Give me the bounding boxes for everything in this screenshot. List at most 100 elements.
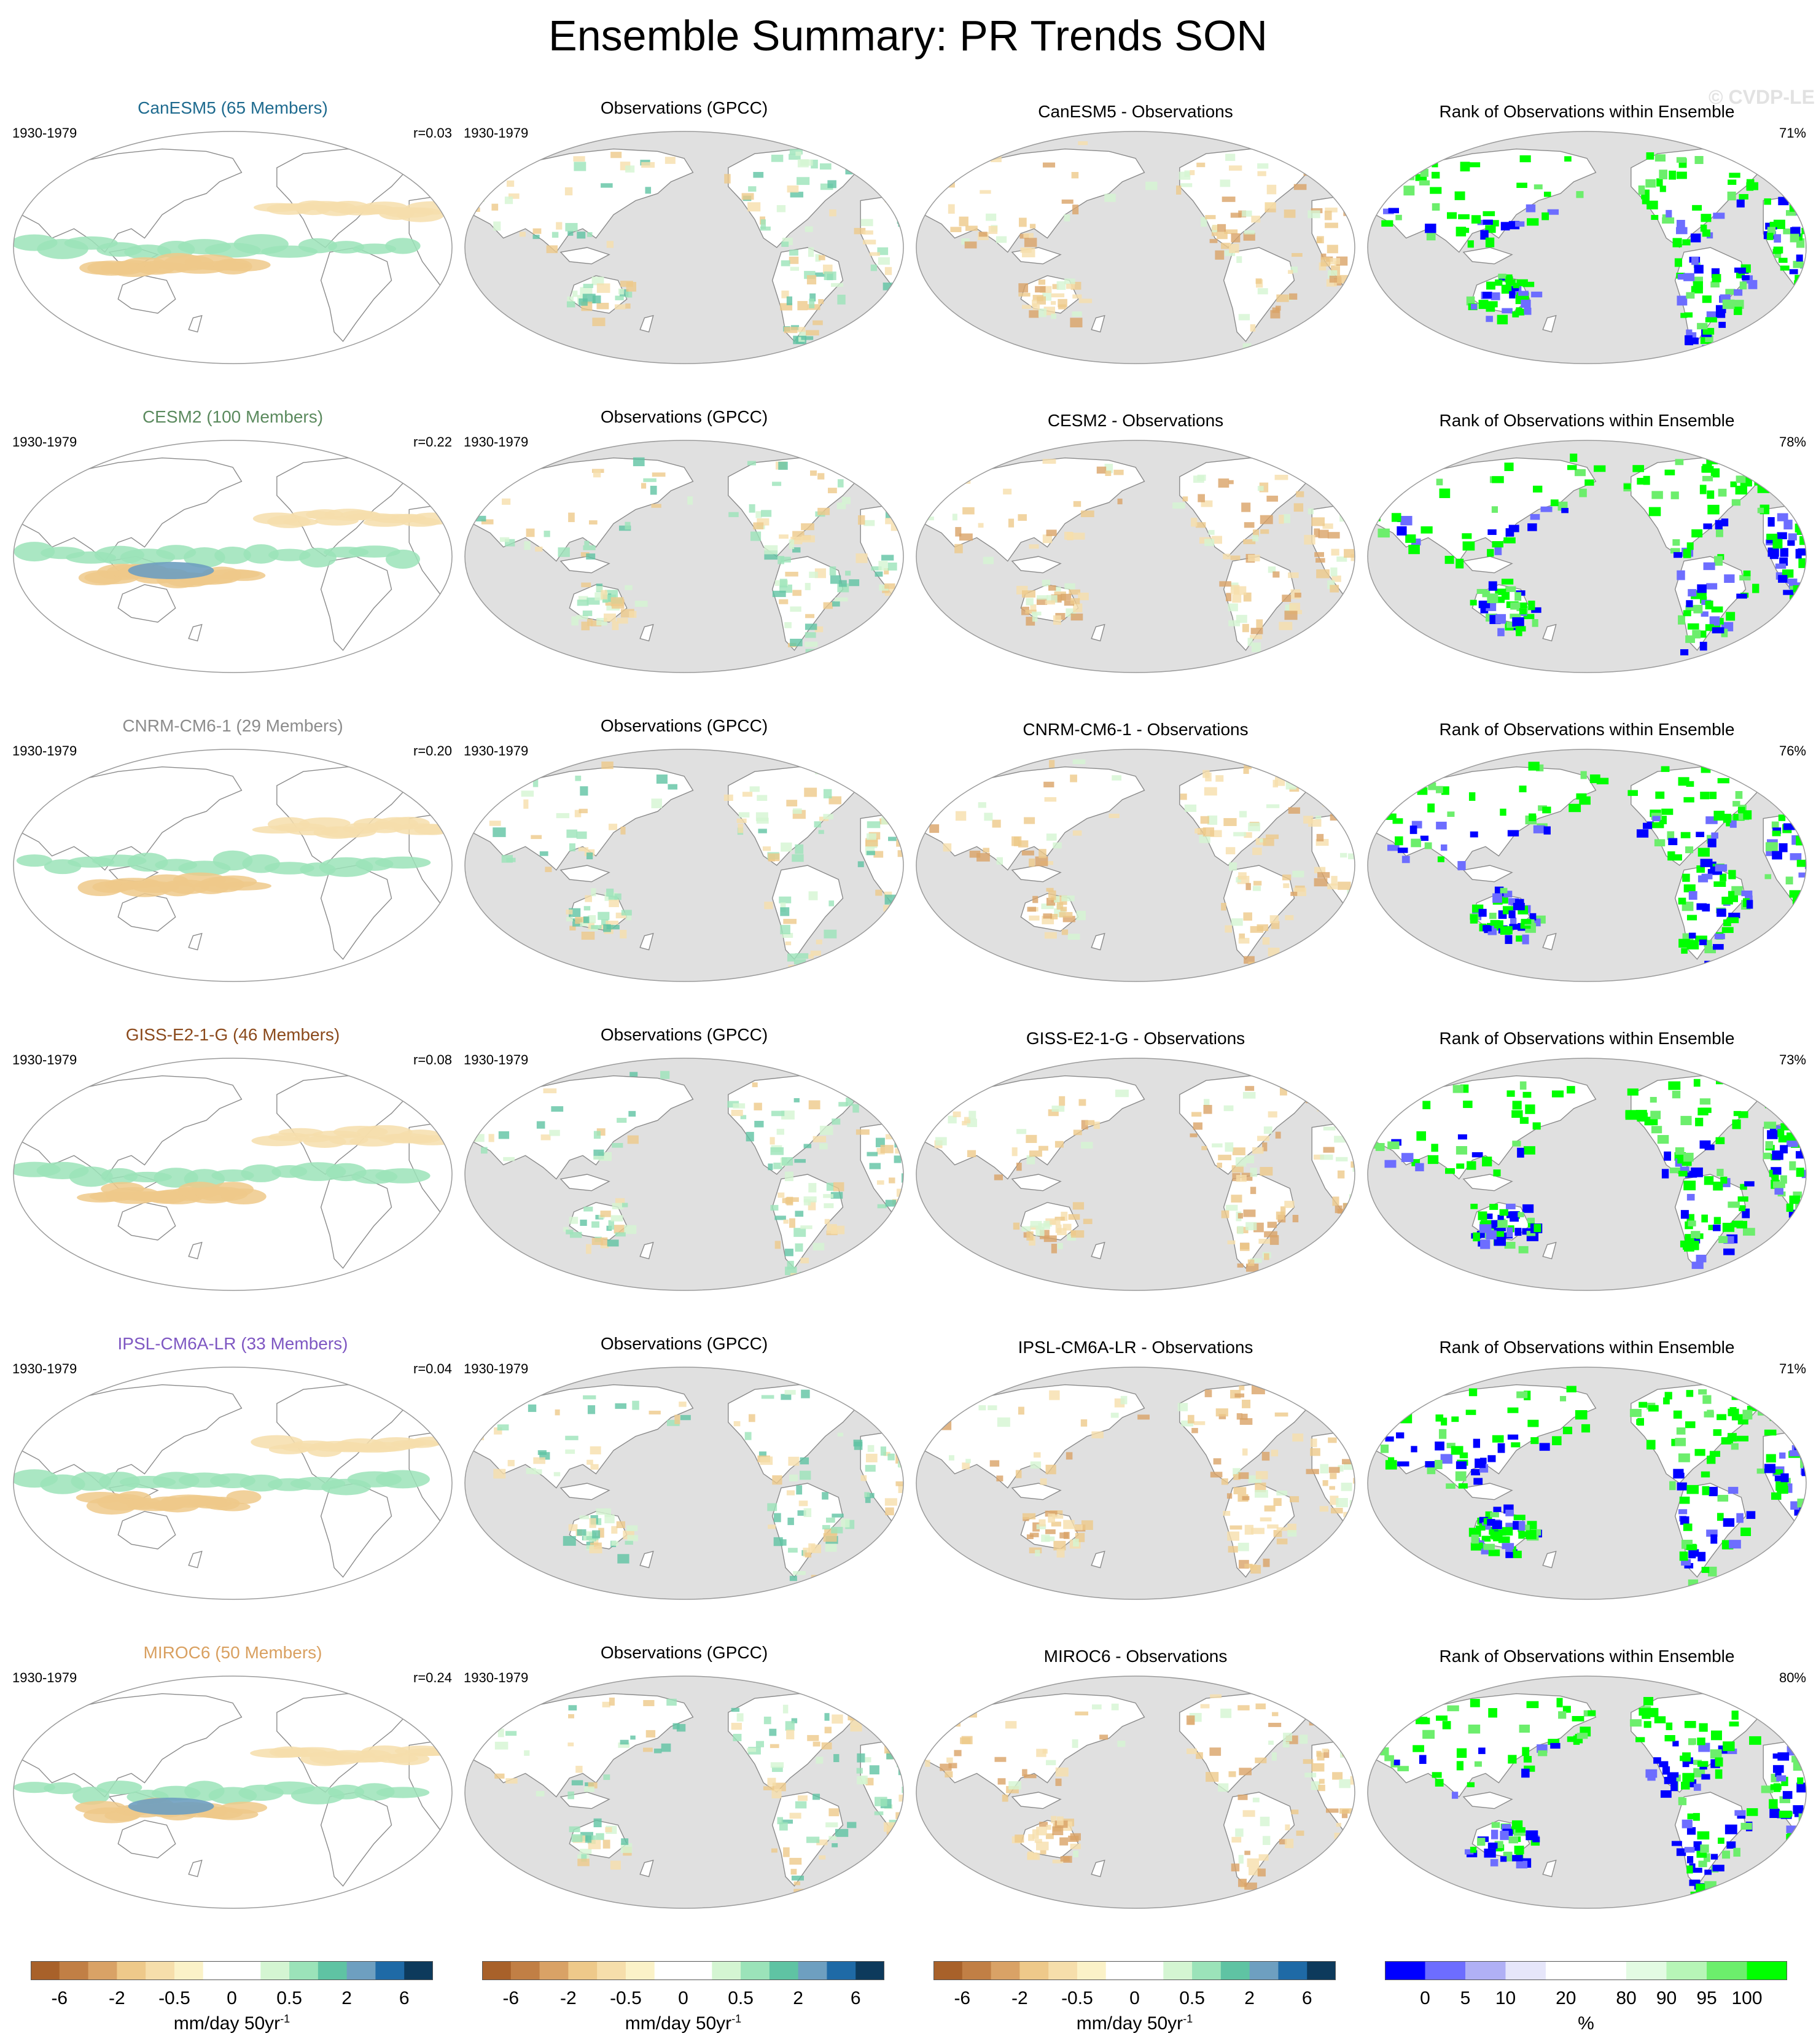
rank-cell <box>1697 1738 1705 1746</box>
trend-cell <box>1321 454 1334 460</box>
rank-title: Rank of Observations within Ensemble <box>1439 1647 1735 1666</box>
rank-cell <box>1513 283 1520 289</box>
trend-cell <box>855 1076 860 1080</box>
trend-cell <box>879 1698 889 1707</box>
trend-cell <box>1314 1397 1321 1407</box>
trend-cell <box>1072 311 1082 317</box>
trend-cell <box>1250 1527 1265 1534</box>
trend-cell <box>1252 1797 1260 1803</box>
rank-cell <box>1717 1513 1724 1521</box>
trend-cell <box>576 831 587 839</box>
globe-outline <box>916 749 1355 982</box>
trend-cell <box>747 461 756 466</box>
trend-cell <box>607 1239 619 1247</box>
trend-cell <box>1006 1786 1019 1793</box>
colorbar-swatch <box>654 1961 684 1980</box>
rank-cell <box>1787 540 1795 546</box>
rank-cell <box>1771 1399 1781 1408</box>
trend-cell <box>767 1777 776 1786</box>
trend-cell <box>866 1093 873 1101</box>
rank-percent: 80% <box>1779 1670 1806 1685</box>
trend-cell <box>876 765 884 773</box>
trend-cell <box>1061 895 1075 902</box>
trend-cell <box>616 1521 626 1529</box>
rank-cell <box>1678 615 1685 625</box>
trend-cell <box>1078 298 1093 303</box>
trend-cell <box>624 1225 637 1235</box>
rank-cell <box>1436 1715 1448 1721</box>
rank-cell <box>1783 1398 1790 1408</box>
rank-cell <box>1519 1081 1527 1090</box>
rank-cell <box>1385 1436 1394 1442</box>
rank-cell <box>1796 1782 1806 1793</box>
rank-cell <box>1510 1211 1519 1219</box>
rank-cell <box>1796 1208 1802 1216</box>
rank-cell <box>1505 935 1513 944</box>
rank-cell <box>1706 1529 1718 1537</box>
trend-cell <box>1275 305 1281 311</box>
trend-cell <box>763 1716 771 1725</box>
rank-cell <box>1677 570 1685 580</box>
rank-cell <box>1763 1094 1771 1100</box>
rank-cell <box>1400 1090 1410 1096</box>
colorbar-swatch <box>712 1961 741 1980</box>
trend-cell <box>1228 1546 1238 1553</box>
rank-cell <box>1747 1405 1758 1411</box>
trend-cell <box>566 829 577 838</box>
trend-cell <box>1051 1106 1065 1112</box>
trend-cell <box>788 1456 800 1466</box>
trend-cell <box>1351 520 1355 525</box>
trend-cell <box>865 1714 872 1720</box>
trend-cell <box>832 1118 841 1125</box>
rank-cell <box>1483 1213 1493 1219</box>
trend-cell <box>1327 532 1340 539</box>
trend-cell <box>1244 522 1255 528</box>
trend-cell <box>888 151 899 160</box>
rank-cell <box>1566 1386 1576 1393</box>
trend-cell <box>870 171 884 179</box>
trend-cell <box>1346 1136 1355 1141</box>
trend-cell <box>823 602 833 609</box>
rank-cell <box>1736 593 1747 599</box>
trend-cell <box>1078 1099 1086 1106</box>
period-label: 1930-1979 <box>464 125 529 141</box>
trend-cell <box>968 1110 976 1120</box>
trend-cell <box>1003 488 1012 495</box>
land-nz <box>1542 314 1557 333</box>
rank-cell <box>1737 1419 1748 1425</box>
trend-cell <box>967 1150 976 1158</box>
trend-cell <box>789 256 799 264</box>
colorbar-swatch <box>260 1961 290 1980</box>
rank-cell <box>1777 1128 1785 1137</box>
rank-cell <box>1764 1082 1774 1087</box>
trend-cell <box>1348 190 1355 197</box>
trend-cell <box>571 616 579 626</box>
trend-cell <box>789 1575 797 1582</box>
rank-cell <box>1672 238 1682 248</box>
trend-cell <box>1260 515 1273 525</box>
rank-cell <box>1511 1442 1521 1448</box>
trend-cell <box>674 1414 680 1424</box>
trend-cell <box>1052 1826 1064 1836</box>
rank-cell <box>1689 1879 1701 1886</box>
rank-cell <box>1763 775 1772 782</box>
period-label: 1930-1979 <box>12 434 77 450</box>
trend-cell <box>1027 907 1037 912</box>
trend-cell <box>1290 266 1298 273</box>
rank-cell <box>1576 1733 1588 1739</box>
trend-cell <box>1064 278 1075 284</box>
trend-cell <box>1074 1524 1083 1531</box>
trend-cell <box>901 1089 903 1099</box>
panel-giss-e2-1-g-obs: Observations (GPCC) 1930-1979 <box>464 1025 905 1292</box>
trend-cell <box>1330 1086 1340 1094</box>
trend-cell <box>1314 1400 1324 1408</box>
trend-cell <box>861 765 875 773</box>
trend-cell <box>1330 175 1343 181</box>
trend-cell <box>884 472 892 479</box>
rank-cell <box>1526 1701 1539 1709</box>
rank-cell <box>1772 539 1783 549</box>
trend-cell <box>1341 1074 1352 1082</box>
rank-cell <box>1632 465 1644 472</box>
trend-cell <box>1334 1832 1345 1839</box>
trend-cell <box>883 1451 890 1456</box>
